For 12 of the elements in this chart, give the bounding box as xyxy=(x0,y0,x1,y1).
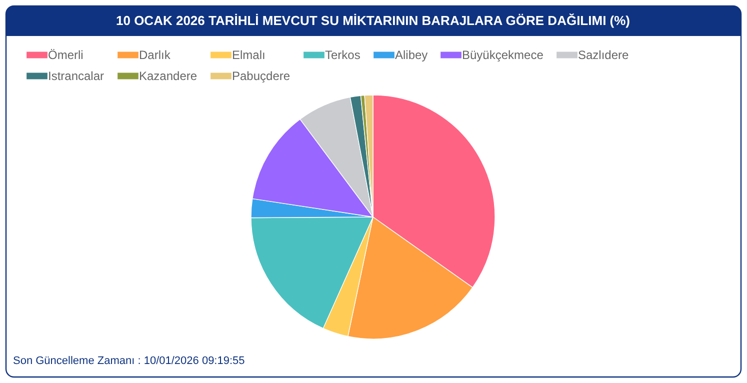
legend-label: Sazlıdere xyxy=(578,48,630,62)
legend-label: Istrancalar xyxy=(48,69,104,83)
legend-label: Kazandere xyxy=(139,69,198,83)
legend-label: Alibey xyxy=(395,48,428,62)
legend-label: Ömerli xyxy=(48,48,84,62)
chart-title: 10 OCAK 2026 TARİHLİ MEVCUT SU MİKTARININ BARAJLARA GÖRE DAĞILIMI (%) xyxy=(116,13,630,28)
legend-label: Terkos xyxy=(325,48,360,62)
legend-label: Pabuçdere xyxy=(232,69,290,83)
legend-label: Elmalı xyxy=(232,48,266,62)
legend-label: Büyükçekmece xyxy=(462,48,544,62)
text: Son Güncelleme Zamanı : 10/01/2026 09:19:55 xyxy=(13,355,245,367)
legend-label: Darlık xyxy=(139,48,172,62)
